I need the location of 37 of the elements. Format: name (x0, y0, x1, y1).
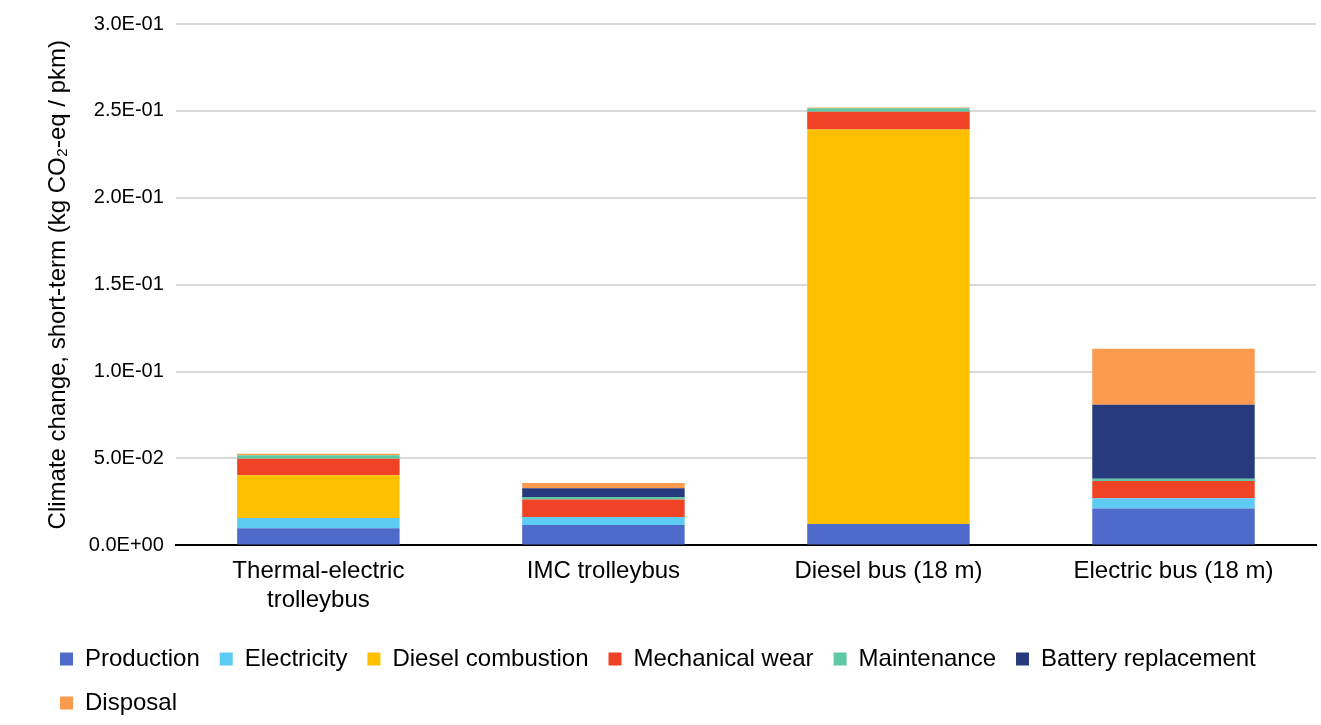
x-tick-label: Diesel bus (18 m) (794, 556, 983, 584)
bar (1092, 498, 1255, 509)
legend-label: Mechanical wear (633, 643, 814, 671)
bar (1092, 404, 1255, 479)
legend-label: Battery replacement (1041, 643, 1257, 671)
x-tick-label: Thermal-electric trolleybus (232, 556, 405, 613)
bar (807, 111, 970, 130)
legend-label: Production (85, 643, 200, 671)
y-axis-title: Climate change, short-term (kg CO₂-eq / pkm) (43, 39, 71, 530)
legend-label: Disposal (85, 687, 178, 715)
legend-label: Maintenance (858, 643, 997, 671)
bar (522, 496, 685, 500)
y-tick-label: 5.0E-02 (93, 446, 164, 469)
bar (1092, 481, 1255, 499)
bar (237, 528, 400, 545)
bar (522, 488, 685, 497)
bar (522, 516, 685, 526)
bar (237, 475, 400, 518)
bar (1092, 508, 1255, 545)
x-tick-label: IMC trolleybus (526, 556, 681, 584)
bar (807, 129, 970, 525)
bar (1092, 348, 1255, 405)
legend-label: Diesel combustion (392, 643, 589, 671)
bar (522, 525, 685, 545)
y-tick-label: 1.0E-01 (93, 359, 164, 382)
legend-label: Electricity (244, 643, 348, 671)
y-tick-label: 0.0E+00 (88, 532, 164, 555)
y-tick-label: 1.5E-01 (93, 272, 164, 295)
y-tick-label: 2.5E-01 (93, 98, 164, 121)
x-tick-label: Electric bus (18 m) (1073, 556, 1274, 584)
bar (807, 524, 970, 545)
y-tick-label: 3.0E-01 (93, 11, 164, 34)
bar (522, 483, 685, 489)
bar (237, 517, 400, 529)
bar (237, 458, 400, 476)
bar (522, 499, 685, 517)
y-tick-label: 2.0E-01 (93, 185, 164, 208)
